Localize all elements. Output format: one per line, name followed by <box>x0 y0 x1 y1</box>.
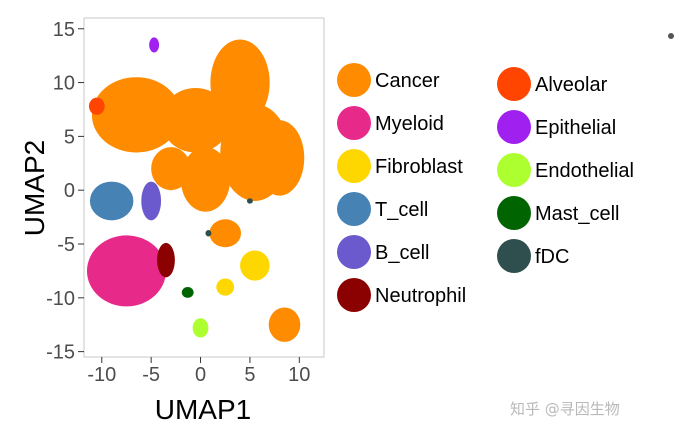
legend-item-alveolar: Alveolar <box>497 67 608 101</box>
x-tick-label: -5 <box>142 364 160 386</box>
watermark-text: 知乎 @寻因生物 <box>510 400 620 418</box>
y-tick-label: -5 <box>57 234 75 256</box>
y-tick-label: 5 <box>64 126 75 148</box>
x-tick-label: 0 <box>195 364 206 386</box>
legend-key <box>497 153 531 187</box>
cluster-fibroblast <box>240 250 270 281</box>
legend-key <box>337 192 371 226</box>
data-points <box>86 37 305 342</box>
cluster-mast-cell <box>181 287 194 298</box>
y-axis-title: UMAP2 <box>19 140 50 236</box>
cluster-neutrophil <box>157 242 175 278</box>
cluster-fibroblast <box>216 278 235 296</box>
cluster-endothelial <box>192 318 209 338</box>
cluster-group-neutrophil <box>157 242 175 278</box>
legend-key <box>497 110 531 144</box>
legend: Cancer Myeloid Fibroblast T_cell B_cell Neutr… <box>337 63 634 312</box>
cluster-cancer <box>254 120 305 196</box>
cluster-cancer <box>161 87 231 153</box>
legend-item-neutrophil: Neutrophil <box>337 278 466 312</box>
legend-item-cancer: Cancer <box>337 63 440 97</box>
axes: -10 -5 0 5 10 -15 -10 -5 0 5 10 15 <box>46 19 310 386</box>
legend-item-myeloid: Myeloid <box>337 106 444 140</box>
legend-label: Alveolar <box>535 74 608 96</box>
cluster-myeloid <box>86 235 166 307</box>
cluster-fdc <box>246 198 253 204</box>
legend-key <box>337 149 371 183</box>
cluster-b-cell <box>141 181 162 221</box>
y-tick-label: -15 <box>46 342 75 364</box>
y-tick-label: -10 <box>46 288 75 310</box>
legend-label: Endothelial <box>535 160 634 182</box>
x-axis-title: UMAP1 <box>155 394 251 425</box>
legend-label: Mast_cell <box>535 203 619 225</box>
legend-key <box>497 196 531 230</box>
legend-label: B_cell <box>375 242 429 264</box>
corner-dot <box>668 33 674 39</box>
cluster-cancer <box>151 147 191 191</box>
cluster-alveolar <box>88 97 105 115</box>
legend-label: Epithelial <box>535 117 616 139</box>
cluster-epithelial <box>149 37 160 53</box>
y-tick-label: 10 <box>53 73 75 95</box>
legend-key <box>337 235 371 269</box>
cluster-group-alveolar <box>88 97 105 115</box>
cluster-cancer <box>268 307 301 342</box>
cluster-group-epithelial <box>149 37 160 53</box>
legend-item-t-cell: T_cell <box>337 192 428 226</box>
cluster-group-endothelial <box>192 318 209 338</box>
legend-item-b-cell: B_cell <box>337 235 429 269</box>
y-tick-label: 15 <box>53 19 75 41</box>
legend-item-fibroblast: Fibroblast <box>337 149 463 183</box>
y-tick-label: 0 <box>64 180 75 202</box>
legend-label: Fibroblast <box>375 156 463 178</box>
cluster-cancer <box>91 77 181 153</box>
cluster-group-b-cell <box>141 181 162 221</box>
cluster-group-mast-cell <box>181 287 194 298</box>
legend-label: T_cell <box>375 199 428 221</box>
x-tick-label: 10 <box>288 364 310 386</box>
x-tick-label: 5 <box>244 364 255 386</box>
cluster-group-myeloid <box>86 235 166 307</box>
legend-label: fDC <box>535 246 569 268</box>
cluster-group-fibroblast <box>216 250 270 296</box>
legend-key <box>337 106 371 140</box>
cluster-cancer <box>180 147 231 212</box>
legend-item-mast-cell: Mast_cell <box>497 196 619 230</box>
legend-key <box>497 239 531 273</box>
cluster-cancer <box>209 219 242 248</box>
legend-key <box>337 278 371 312</box>
x-tick-label: -10 <box>87 364 116 386</box>
legend-label: Cancer <box>375 70 440 92</box>
legend-label: Myeloid <box>375 113 444 135</box>
legend-item-fdc: fDC <box>497 239 569 273</box>
cluster-fdc <box>205 230 212 237</box>
cluster-group-cancer <box>91 39 305 342</box>
cluster-group-fdc <box>205 198 253 237</box>
cluster-group-t-cell <box>89 181 134 221</box>
legend-key <box>497 67 531 101</box>
cluster-t-cell <box>89 181 134 221</box>
legend-item-epithelial: Epithelial <box>497 110 616 144</box>
legend-item-endothelial: Endothelial <box>497 153 634 187</box>
legend-label: Neutrophil <box>375 285 466 307</box>
legend-key <box>337 63 371 97</box>
